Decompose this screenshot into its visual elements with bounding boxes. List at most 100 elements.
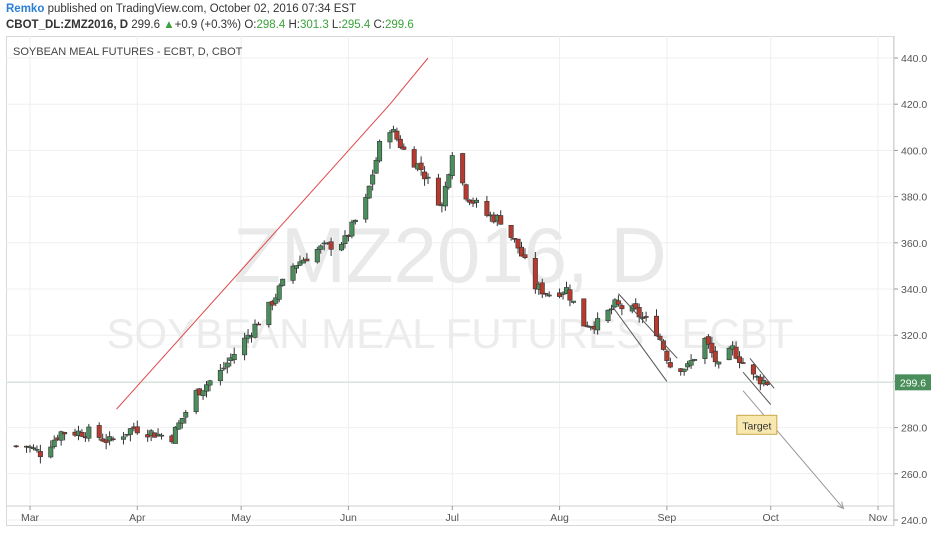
- trendline: [389, 57, 429, 105]
- high-value: 301.3: [299, 19, 329, 31]
- target-label: Target: [742, 420, 771, 432]
- candle: [667, 357, 673, 369]
- candle-body: [754, 375, 760, 378]
- candle-body: [498, 215, 504, 225]
- candle-body: [726, 347, 732, 361]
- candle: [373, 157, 379, 174]
- price-axis-label: 280.0: [901, 423, 927, 435]
- candle-body: [709, 342, 715, 354]
- candle-body: [460, 153, 466, 184]
- candle: [449, 152, 455, 180]
- candle: [62, 431, 68, 441]
- candle-body: [134, 426, 140, 434]
- candle-body: [255, 323, 261, 326]
- candle: [581, 298, 587, 327]
- candle-body: [702, 337, 708, 359]
- trendline: [116, 103, 391, 410]
- current-price-label: 299.6: [900, 377, 926, 389]
- time-axis-label: Sep: [658, 512, 677, 524]
- candle: [377, 139, 383, 163]
- candle-body: [740, 362, 746, 364]
- candle: [107, 431, 113, 446]
- candle: [532, 251, 538, 294]
- candle-body: [207, 380, 213, 386]
- candle-body: [13, 445, 19, 448]
- candle: [688, 354, 694, 369]
- candle-body: [449, 155, 455, 176]
- candle: [401, 143, 407, 151]
- candle: [145, 429, 151, 442]
- candle-body: [643, 316, 649, 318]
- high-label: H:: [288, 19, 300, 31]
- close-value: 299.6: [385, 19, 414, 31]
- candle: [193, 388, 199, 415]
- candle: [96, 422, 102, 441]
- candle-body: [318, 245, 324, 250]
- author-link[interactable]: Remko: [6, 3, 45, 15]
- candle-body: [539, 282, 545, 295]
- candle: [86, 423, 92, 442]
- candle: [297, 255, 303, 267]
- candle-body: [716, 361, 722, 365]
- candle-body: [373, 159, 379, 174]
- candle-body: [737, 356, 743, 363]
- candle: [716, 361, 722, 369]
- candle: [726, 346, 732, 361]
- candle: [515, 238, 521, 254]
- candle: [397, 135, 403, 150]
- candle-body: [276, 285, 282, 300]
- candle: [159, 433, 165, 440]
- change-arrow-icon: ▲: [163, 19, 175, 31]
- candle-body: [79, 432, 85, 437]
- candle-body: [619, 305, 625, 310]
- candle-body: [394, 130, 400, 140]
- candle-body: [193, 390, 199, 412]
- open-value: 298.4: [256, 19, 286, 31]
- candle: [221, 361, 227, 372]
- channel-line: [749, 357, 775, 389]
- candle: [539, 278, 545, 299]
- candle-body: [425, 176, 431, 179]
- chart-title: SOYBEAN MEAL FUTURES - ECBT, D, CBOT: [13, 46, 243, 58]
- candle-body: [750, 364, 756, 375]
- candle: [134, 420, 140, 435]
- candle-body: [290, 265, 296, 281]
- price-change: +0.9 (+0.3%): [174, 19, 242, 31]
- candle-body: [51, 439, 57, 448]
- candle-body: [145, 434, 151, 438]
- candle: [664, 349, 670, 365]
- candle: [13, 444, 19, 448]
- time-axis-label: Aug: [550, 512, 569, 524]
- published-text: published on TradingView.com, October 02…: [47, 3, 357, 15]
- candle-body: [273, 297, 279, 304]
- candle: [318, 244, 324, 254]
- candle: [300, 257, 306, 264]
- candle-body: [200, 390, 206, 397]
- candle-body: [518, 246, 524, 257]
- candle: [518, 241, 524, 257]
- candle: [484, 195, 490, 218]
- candle-body: [176, 422, 182, 430]
- candle: [183, 409, 189, 424]
- candle: [120, 432, 126, 445]
- candle-body: [615, 300, 621, 305]
- price-axis-label: 360.0: [901, 238, 927, 250]
- watermark-symbol: ZMZ2016, D: [233, 211, 666, 299]
- candle: [242, 332, 248, 361]
- price-axis-label: 400.0: [901, 145, 927, 157]
- candle-body: [266, 301, 272, 326]
- candle-body: [387, 132, 393, 143]
- candle-body: [543, 293, 549, 295]
- candle: [339, 242, 345, 252]
- candle: [681, 368, 687, 376]
- candle-body: [58, 431, 64, 441]
- channel-line: [611, 304, 668, 382]
- candle-body: [363, 197, 369, 220]
- candle-body: [560, 292, 566, 295]
- candle-body: [62, 432, 68, 435]
- candle: [48, 440, 54, 459]
- candle-body: [664, 350, 670, 361]
- candle-body: [515, 238, 521, 249]
- candle: [387, 130, 393, 149]
